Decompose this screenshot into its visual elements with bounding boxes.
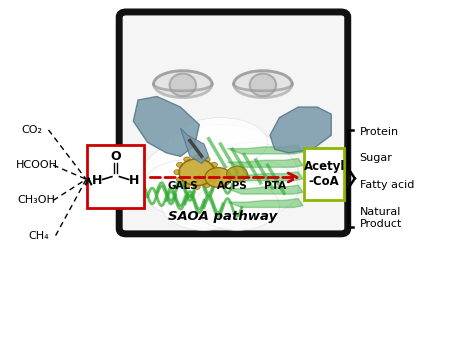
Text: CH₄: CH₄ (29, 231, 49, 241)
Ellipse shape (159, 158, 273, 229)
Circle shape (203, 182, 210, 187)
Circle shape (179, 159, 215, 186)
Text: Protein: Protein (359, 127, 399, 137)
Text: Acetyl
-CoA: Acetyl -CoA (303, 160, 345, 188)
Circle shape (203, 157, 210, 162)
Circle shape (184, 182, 191, 187)
Ellipse shape (250, 73, 276, 96)
Polygon shape (228, 145, 303, 154)
Circle shape (205, 168, 231, 187)
Circle shape (174, 170, 181, 175)
Polygon shape (228, 172, 303, 181)
Text: CO₂: CO₂ (21, 125, 43, 135)
Circle shape (227, 166, 247, 182)
Text: Sugar: Sugar (359, 153, 392, 163)
Polygon shape (228, 158, 303, 167)
Circle shape (184, 157, 191, 162)
Polygon shape (133, 97, 199, 156)
Circle shape (176, 177, 183, 182)
Text: GALS: GALS (167, 181, 198, 191)
FancyBboxPatch shape (119, 12, 348, 234)
Text: Fatty acid: Fatty acid (359, 180, 414, 190)
Text: Natural
Product: Natural Product (359, 207, 402, 229)
Text: SAOA pathway: SAOA pathway (168, 210, 277, 223)
Circle shape (194, 155, 200, 160)
Polygon shape (228, 199, 303, 207)
Polygon shape (228, 185, 303, 194)
Ellipse shape (213, 160, 298, 216)
Ellipse shape (154, 71, 212, 98)
Polygon shape (270, 107, 331, 153)
Text: H: H (92, 174, 102, 187)
Ellipse shape (204, 142, 298, 206)
Ellipse shape (143, 142, 237, 206)
Ellipse shape (170, 73, 196, 96)
Circle shape (211, 177, 218, 182)
Circle shape (213, 170, 220, 175)
Text: CH₃OH: CH₃OH (18, 195, 55, 206)
Ellipse shape (162, 181, 246, 230)
Text: HCOOH: HCOOH (16, 160, 58, 170)
FancyBboxPatch shape (304, 148, 345, 200)
Text: H: H (129, 174, 139, 187)
Circle shape (176, 162, 183, 167)
FancyBboxPatch shape (87, 145, 144, 208)
Text: PTA: PTA (264, 181, 286, 191)
Circle shape (194, 185, 200, 190)
Text: O: O (110, 150, 121, 163)
Ellipse shape (155, 125, 286, 202)
Ellipse shape (143, 160, 228, 216)
Ellipse shape (173, 118, 268, 167)
Text: ACPS: ACPS (217, 181, 247, 191)
Ellipse shape (234, 71, 292, 98)
Ellipse shape (195, 181, 279, 230)
Polygon shape (181, 128, 209, 163)
Circle shape (211, 162, 218, 167)
